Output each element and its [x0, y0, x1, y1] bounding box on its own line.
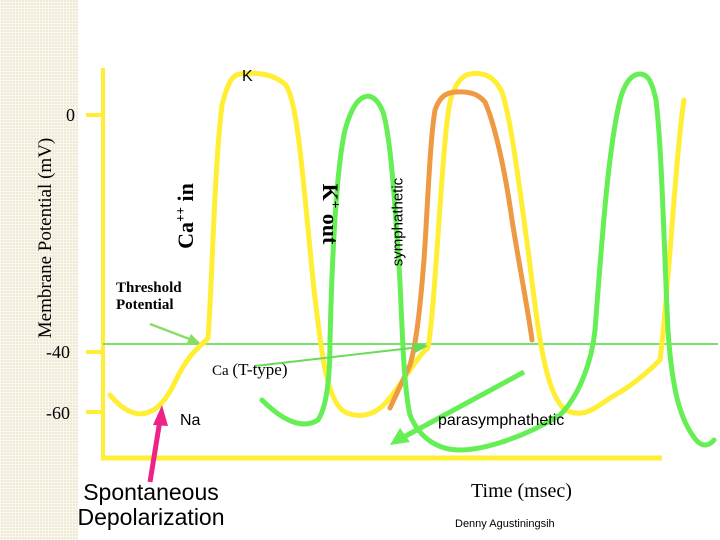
parasympathetic-label: parasymphathetic: [438, 412, 565, 429]
orange-sympathetic-trace: [387, 89, 535, 411]
tick-label-minus-40: -40: [46, 342, 70, 362]
author-credit: Denny Agustiningsih: [455, 518, 555, 530]
threshold-arrow: [149, 322, 193, 342]
spontaneous-arrowhead: [153, 405, 168, 426]
threshold-arrowhead: [186, 334, 200, 345]
decorative-side-stripe: [0, 0, 78, 540]
tick-label-minus-60: -60: [46, 403, 70, 423]
ca-in-label: Ca++ in: [172, 183, 199, 249]
sympathetic-label: symphathetic: [389, 177, 407, 267]
green-parasympathetic-trace: [259, 71, 717, 453]
parasympathetic-arrowhead: [390, 428, 410, 445]
ca-ttype-label: Ca (T-type): [212, 360, 288, 379]
spontaneous-depolarization-label: Spontaneous Depolarization: [77, 479, 225, 530]
parasympathetic-arrow: [400, 369, 526, 441]
y-axis-label: Membrane Potential (mV): [35, 137, 56, 339]
k-out-label: K+ out: [317, 183, 344, 245]
ca-ttype-arrow: [254, 346, 421, 367]
x-axis-label: Time (msec): [471, 480, 572, 502]
na-label: Na: [180, 412, 201, 429]
threshold-potential-label: Threshold Potential: [116, 280, 182, 313]
spontaneous-arrow: [147, 419, 163, 483]
k-top-label: K: [242, 68, 253, 85]
yellow-action-potential-trace: [107, 70, 687, 418]
ca-ttype-arrowhead: [414, 342, 428, 353]
tick-label-0: 0: [66, 105, 75, 125]
